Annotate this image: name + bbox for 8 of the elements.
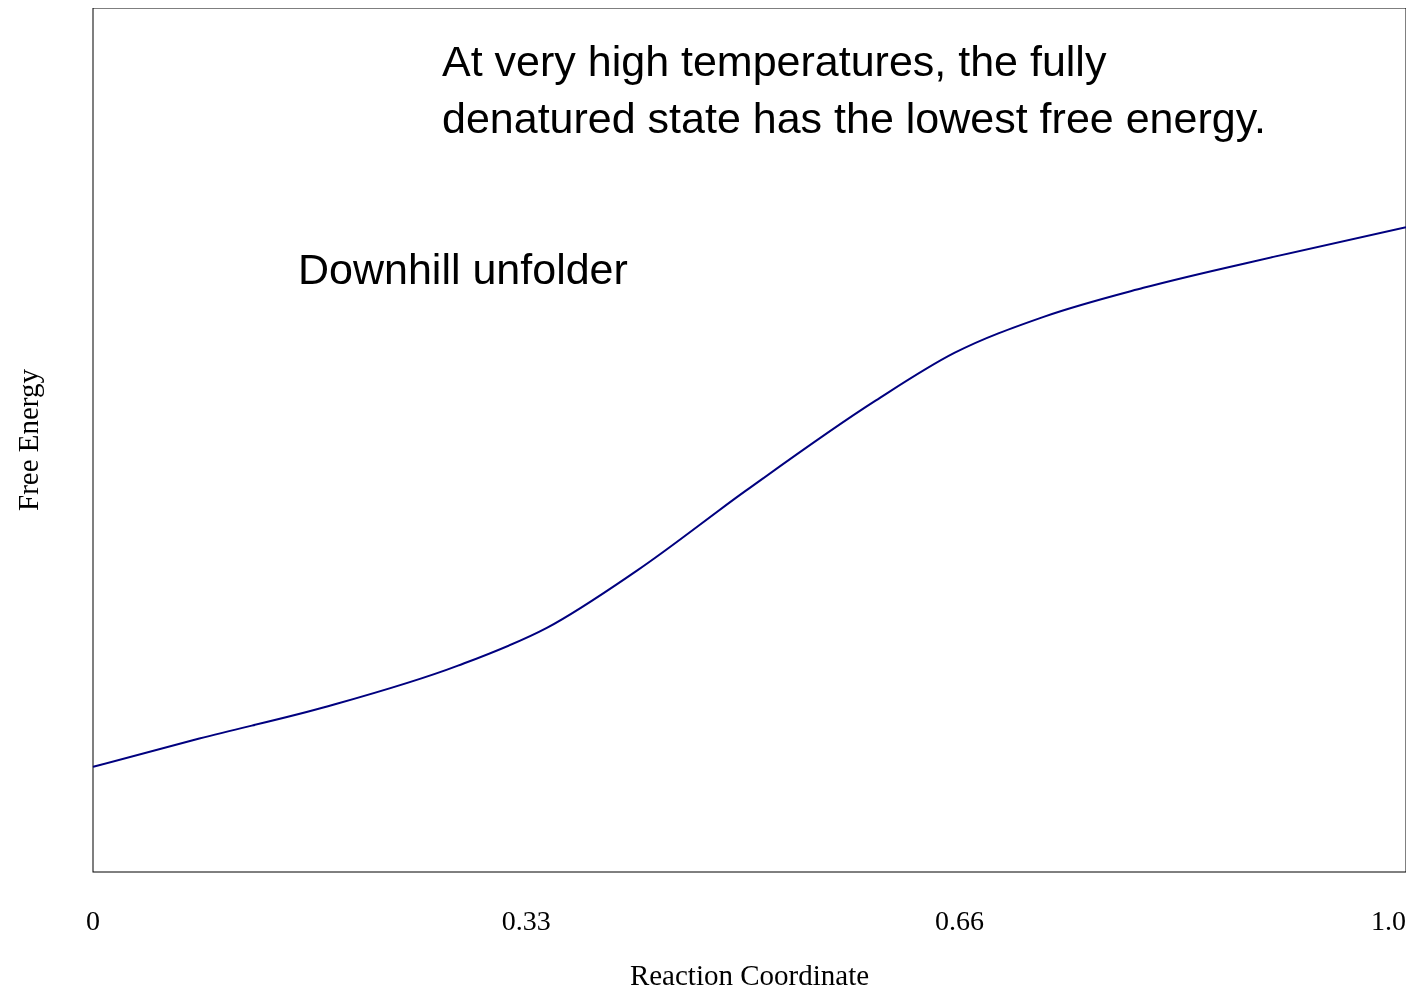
- x-tick-label: 0.33: [501, 905, 551, 936]
- annotation: Downhill unfolder: [298, 245, 628, 293]
- x-axis-title: Reaction Coordinate: [629, 959, 870, 991]
- x-tick-label: 0.66: [935, 905, 985, 936]
- x-tick-label: 0: [86, 905, 100, 936]
- text: At very high temperatures, the fully denatured state has the lowest free energy.: [442, 37, 1266, 142]
- y-axis-title: Free Energy: [12, 368, 44, 511]
- x-tick-label: 1.0: [1371, 905, 1406, 936]
